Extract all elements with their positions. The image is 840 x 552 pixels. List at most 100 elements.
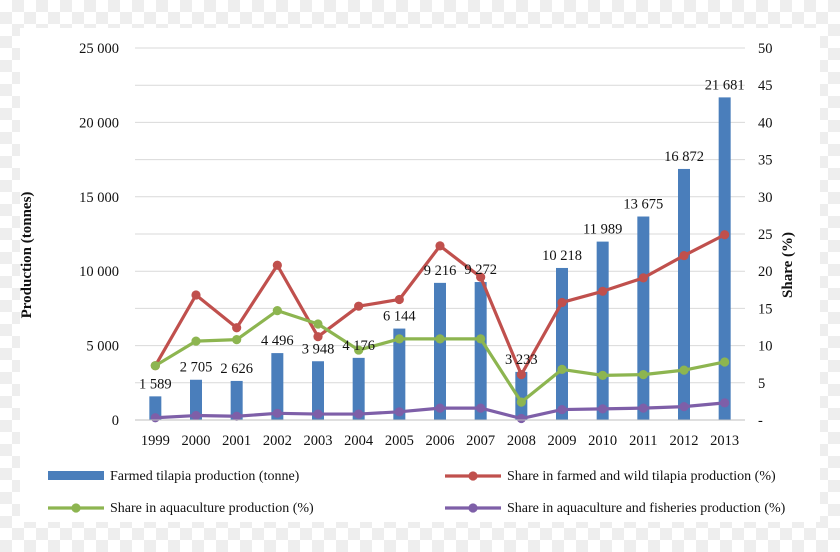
- series-point: [638, 403, 648, 413]
- bar: [434, 282, 446, 420]
- x-tick-label: 2005: [385, 433, 414, 449]
- y2-tick-label: -: [758, 413, 763, 429]
- series-point: [354, 301, 364, 311]
- series-point: [598, 404, 608, 414]
- bar-value-label: 4 176: [342, 338, 375, 354]
- y-tick-label: 0: [112, 413, 119, 429]
- series-point: [313, 319, 323, 329]
- x-tick-label: 2012: [670, 433, 699, 449]
- y-tick-label: 5 000: [86, 339, 119, 355]
- bar-value-label: 3 948: [302, 341, 335, 357]
- series-point: [272, 408, 282, 418]
- x-tick-label: 1999: [141, 433, 170, 449]
- series-point: [394, 334, 404, 344]
- series-point: [557, 404, 567, 415]
- series-point: [354, 409, 364, 419]
- bar: [190, 379, 202, 420]
- bar: [312, 361, 324, 420]
- chart-svg: 1 589 2 705 2 626 4 496 3 948 4 176 6 144 9 216…: [19, 41, 796, 516]
- x-tick-label: 2003: [304, 433, 333, 449]
- legend-marker: [71, 503, 81, 513]
- x-tick-label: 2009: [548, 433, 577, 449]
- y-tick-label: 15 000: [79, 190, 119, 206]
- legend: Farmed tilapia production (tonne) Share i…: [48, 469, 786, 516]
- series-point: [476, 272, 486, 282]
- x-tick-label: 2008: [507, 433, 536, 449]
- series-point: [557, 364, 567, 375]
- series-point: [679, 250, 689, 261]
- bar-value-label: 11 989: [583, 222, 622, 238]
- legend-label: Farmed tilapia production (tonne): [110, 469, 300, 484]
- y-axis-title: Production (tonnes): [20, 192, 35, 319]
- x-tick-label: 2011: [629, 433, 657, 449]
- series-point: [394, 407, 404, 417]
- y-tick-label: 10 000: [79, 264, 119, 280]
- chart-panel: 1 589 2 705 2 626 4 496 3 948 4 176 6 144 9 216…: [19, 28, 820, 522]
- y2-tick-label: 30: [758, 190, 773, 206]
- series-point: [557, 297, 567, 308]
- y2-tick-label: 10: [758, 339, 773, 355]
- series-point: [435, 403, 445, 413]
- series-point: [435, 241, 445, 251]
- x-tick-label: 2010: [588, 433, 617, 449]
- bar-value-label: 3 233: [505, 352, 538, 368]
- bar: [556, 267, 568, 420]
- series-point: [394, 294, 404, 305]
- bar: [515, 371, 528, 420]
- y2-tick-label: 5: [758, 376, 765, 392]
- series-point: [598, 286, 608, 296]
- series-point: [476, 403, 486, 413]
- y2-tick-label: 25: [758, 227, 773, 243]
- series-point: [476, 334, 486, 344]
- bar-value-label: 2 626: [220, 361, 253, 377]
- series-point: [313, 332, 323, 342]
- gridlines: [135, 47, 745, 384]
- legend-marker: [468, 471, 478, 481]
- y2-tick-label: 40: [758, 115, 773, 131]
- series-point: [638, 273, 648, 283]
- series-point: [313, 409, 323, 419]
- series-point: [435, 334, 445, 344]
- bar: [393, 328, 406, 420]
- series-point: [150, 413, 160, 423]
- bar: [718, 97, 731, 420]
- series-point: [272, 306, 282, 316]
- series-point: [191, 336, 201, 346]
- axes: - 5 10 15 20 25 30 35 40 45 50 0 5 000 10 000 15 000 20…: [79, 41, 772, 449]
- series-point: [720, 398, 730, 408]
- x-tick-label: 2001: [222, 433, 251, 449]
- bar-value-label: 9 272: [464, 262, 497, 278]
- series-point: [516, 397, 526, 407]
- legend-swatch: [48, 471, 104, 480]
- series-point: [150, 361, 160, 371]
- bar-value-label: 16 872: [664, 149, 704, 165]
- legend-marker: [468, 503, 478, 513]
- bar: [149, 396, 162, 420]
- y2-tick-label: 35: [758, 153, 773, 169]
- data-labels: 1 589 2 705 2 626 4 496 3 948 4 176 6 144 9 216…: [139, 77, 745, 392]
- bar-value-label: 9 216: [424, 263, 457, 279]
- series-point: [191, 290, 201, 300]
- y2-tick-label: 20: [758, 264, 773, 280]
- series-point: [354, 345, 364, 355]
- bar-value-label: 4 496: [261, 333, 294, 349]
- legend-label: Share in farmed and wild tilapia product…: [507, 469, 776, 484]
- series-point: [232, 335, 242, 345]
- series-point: [516, 370, 526, 380]
- bar: [271, 353, 284, 420]
- bar-value-label: 2 705: [180, 360, 213, 376]
- x-tick-label: 2013: [710, 433, 739, 449]
- legend-label: Share in aquaculture production (%): [110, 501, 314, 516]
- bar: [474, 282, 487, 420]
- bars: [149, 97, 731, 420]
- y-tick-label: 25 000: [79, 41, 119, 57]
- y2-tick-label: 50: [758, 41, 773, 57]
- series-point: [272, 260, 282, 270]
- series-point: [598, 370, 608, 380]
- bar-value-label: 21 681: [705, 77, 745, 93]
- bar-value-label: 1 589: [139, 376, 172, 392]
- bar-value-label: 10 218: [542, 248, 582, 264]
- x-tick-label: 2006: [426, 433, 455, 449]
- y2-tick-label: 45: [758, 78, 773, 94]
- series-point: [191, 410, 201, 421]
